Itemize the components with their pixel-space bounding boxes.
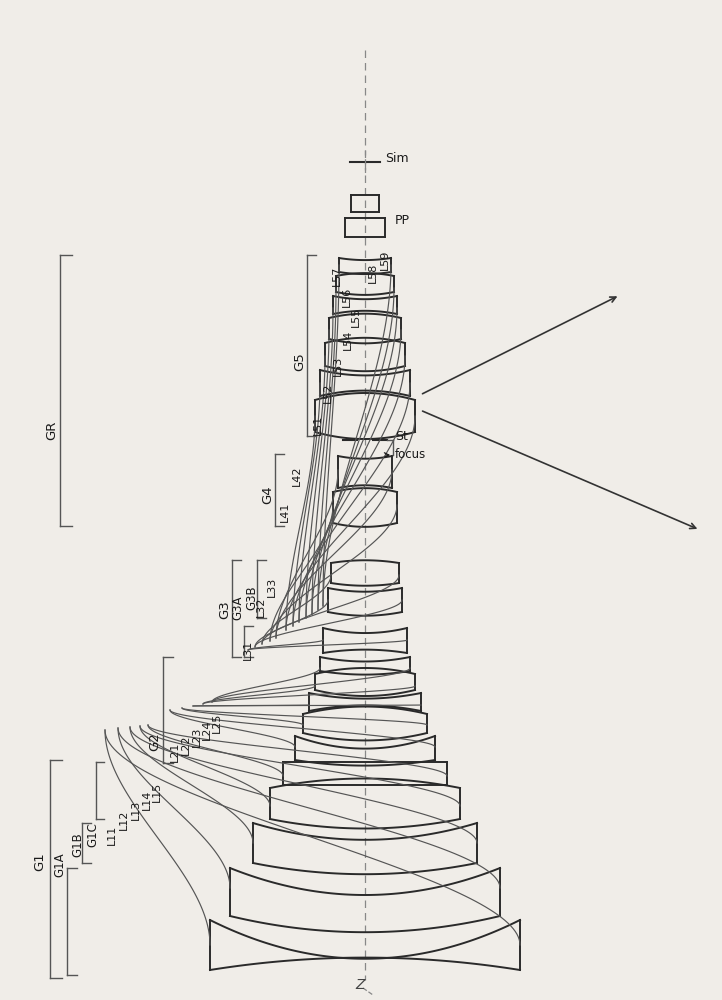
Text: L33: L33 xyxy=(267,577,277,597)
Text: L21: L21 xyxy=(170,742,180,762)
Text: G1A: G1A xyxy=(53,853,66,877)
Text: G3B: G3B xyxy=(245,586,258,610)
Text: L59: L59 xyxy=(380,250,390,270)
Text: L32: L32 xyxy=(256,597,266,617)
Text: L23: L23 xyxy=(192,727,202,747)
Text: St: St xyxy=(395,430,408,444)
Text: G3: G3 xyxy=(219,601,232,619)
Text: G1: G1 xyxy=(33,853,46,871)
Text: L24: L24 xyxy=(202,720,212,740)
Text: L12: L12 xyxy=(119,810,129,830)
Text: G5: G5 xyxy=(294,353,307,371)
Text: L58: L58 xyxy=(368,263,378,283)
Text: G2: G2 xyxy=(149,733,162,751)
Text: G4: G4 xyxy=(261,486,274,504)
Text: L54: L54 xyxy=(343,330,353,350)
Text: L55: L55 xyxy=(351,307,361,327)
Text: L13: L13 xyxy=(131,800,141,820)
Text: focus: focus xyxy=(395,448,426,462)
Text: L14: L14 xyxy=(142,790,152,810)
Text: G3A: G3A xyxy=(232,596,245,620)
Text: L25: L25 xyxy=(212,713,222,733)
Text: L56: L56 xyxy=(342,287,352,307)
Text: L22: L22 xyxy=(181,735,191,755)
Text: L41: L41 xyxy=(280,502,290,522)
Text: L51: L51 xyxy=(313,415,323,435)
Text: GR: GR xyxy=(45,420,58,440)
Text: L15: L15 xyxy=(152,782,162,802)
Text: Sim: Sim xyxy=(385,151,409,164)
Text: PP: PP xyxy=(395,214,410,227)
Text: L31: L31 xyxy=(243,640,253,660)
Text: L52: L52 xyxy=(323,383,333,403)
Text: G1B: G1B xyxy=(71,833,84,857)
Text: G1C: G1C xyxy=(87,823,100,847)
Text: L53: L53 xyxy=(333,356,343,376)
Text: L42: L42 xyxy=(292,466,302,486)
Text: L57: L57 xyxy=(332,266,342,286)
Text: L11: L11 xyxy=(107,825,117,845)
Text: Z: Z xyxy=(355,978,365,992)
